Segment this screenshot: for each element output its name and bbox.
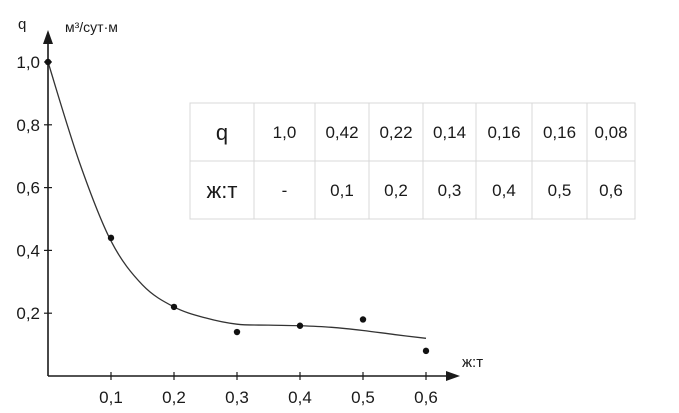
y-axis-unit: м³/сут·м (65, 19, 118, 35)
data-point (107, 234, 115, 242)
y-axis-title: q (18, 16, 26, 33)
table-cell: 0,08 (594, 123, 627, 142)
x-tick-label: 0,3 (225, 388, 249, 407)
table-row-header: ж:т (207, 178, 238, 203)
x-axis-arrow-icon (446, 371, 460, 381)
x-tick-label: 0,2 (162, 388, 186, 407)
data-point (359, 316, 367, 323)
tick-labels: 1,0 0,8 0,6 0,4 0,2 0,1 0,2 0,3 0,4 0,5 0,6 (16, 53, 437, 407)
table-cell: 0,22 (379, 123, 412, 142)
table-cell: 0,6 (599, 181, 623, 200)
x-tick-label: 0,1 (99, 388, 123, 407)
y-axis-arrow-icon (43, 30, 53, 44)
y-tick-label: 0,6 (16, 179, 40, 198)
x-axis-title: ж:т (462, 354, 483, 371)
data-point (233, 328, 241, 336)
data-point (170, 303, 178, 311)
data-table: q 1,0 0,42 0,22 0,14 0,16 0,16 0,08 ж:т - 0,1 0,2 0,… (189, 102, 636, 220)
table-cell: 0,16 (487, 123, 520, 142)
y-tick-label: 0,8 (16, 116, 40, 135)
table-cell: 0,14 (433, 123, 466, 142)
table-row-header: q (216, 120, 228, 145)
x-tick-label: 0,5 (351, 388, 375, 407)
trend-line (47, 61, 427, 339)
table-cell: 0,1 (330, 181, 354, 200)
axes: q м³/сут·м ж:т (18, 16, 483, 381)
table-cell: 0,16 (543, 123, 576, 142)
table-cell: 0,42 (325, 123, 358, 142)
y-tick-label: 1,0 (16, 53, 40, 72)
y-tick-label: 0,2 (16, 304, 40, 323)
table-cell: 0,3 (438, 181, 462, 200)
data-points (44, 58, 430, 355)
x-tick-label: 0,6 (414, 388, 438, 407)
data-point (296, 322, 304, 329)
table-cell: 0,2 (384, 181, 408, 200)
x-tick-label: 0,4 (288, 388, 312, 407)
table-cell: 1,0 (273, 123, 297, 142)
table-cell: 0,4 (492, 181, 516, 200)
data-point (422, 347, 430, 355)
data-point (44, 58, 52, 66)
table-cell: 0,5 (548, 181, 572, 200)
table-cell: - (282, 181, 288, 200)
trend-line-group (47, 61, 427, 339)
y-tick-label: 0,4 (16, 241, 40, 260)
